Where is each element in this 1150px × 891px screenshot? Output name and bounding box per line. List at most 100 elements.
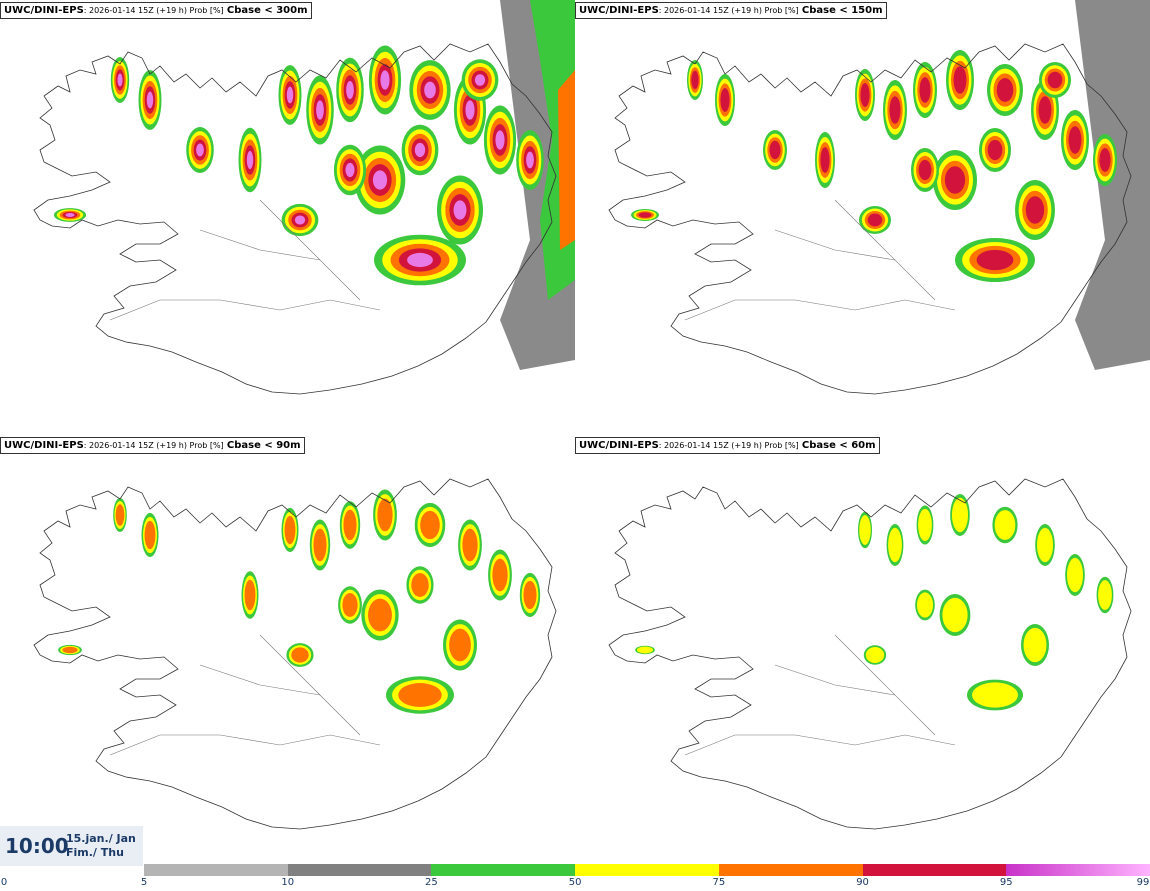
colorbar-tick-label: 75 xyxy=(712,877,726,888)
probability-blob xyxy=(1047,71,1063,89)
panel-title: UWC/DINI-EPS: 2026-01-14 15Z (+19 h) Pro… xyxy=(575,2,887,19)
colorbar-tick-label: 50 xyxy=(568,877,582,888)
probability-blob xyxy=(1068,126,1082,154)
probability-blob xyxy=(346,80,354,100)
probability-blob xyxy=(1099,148,1111,172)
probability-blob xyxy=(987,139,1003,161)
probability-blob xyxy=(636,646,654,654)
coastline xyxy=(33,478,557,830)
probability-blob xyxy=(867,213,883,227)
probability-blob xyxy=(474,74,486,86)
probability-blob xyxy=(115,504,125,526)
valid-weekday: Fim./ Thu xyxy=(66,846,124,859)
probability-blob xyxy=(859,515,871,545)
probability-blob xyxy=(944,166,966,194)
probability-blob xyxy=(1023,627,1047,663)
probability-blob xyxy=(951,497,969,533)
probability-blob xyxy=(976,249,1014,271)
coastline xyxy=(608,478,1132,830)
probability-blob xyxy=(414,142,426,158)
colorbar-segment xyxy=(287,864,432,876)
probability-blob xyxy=(691,70,699,90)
probability-blob xyxy=(769,140,781,160)
colorbar-tick-label: 95 xyxy=(999,877,1013,888)
probability-blob xyxy=(146,91,154,109)
probability-blob xyxy=(65,213,75,217)
shading-orange xyxy=(558,70,575,250)
panel-title: UWC/DINI-EPS: 2026-01-14 15Z (+19 h) Pro… xyxy=(0,2,312,19)
road-lines xyxy=(684,634,956,756)
panel-title: UWC/DINI-EPS: 2026-01-14 15Z (+19 h) Pro… xyxy=(0,437,305,454)
map-panel-60m: UWC/DINI-EPS: 2026-01-14 15Z (+19 h) Pro… xyxy=(575,435,1150,870)
probability-blob xyxy=(284,515,296,545)
valid-time-box: 10:00 15.jan./ Jan Fim./ Thu xyxy=(0,826,143,866)
map-panel-300m: UWC/DINI-EPS: 2026-01-14 15Z (+19 h) Pro… xyxy=(0,0,575,435)
probability-blob xyxy=(62,646,78,654)
probability-blob xyxy=(286,86,294,104)
probability-blob xyxy=(1036,527,1054,563)
probability-blob xyxy=(523,580,537,610)
colorbar-tick-label: 10 xyxy=(281,877,295,888)
probability-blob xyxy=(411,573,429,597)
road-lines xyxy=(109,199,381,321)
probability-blob xyxy=(526,151,534,169)
colorbar-tick-label: 0 xyxy=(0,877,8,888)
iceland-map xyxy=(608,0,1150,395)
colorbar xyxy=(144,864,1150,876)
probability-blob xyxy=(918,508,932,542)
probability-blob xyxy=(244,579,256,611)
probability-blob xyxy=(117,73,123,87)
probability-blob xyxy=(407,252,433,268)
probability-blob xyxy=(720,88,730,112)
map-panel-150m: UWC/DINI-EPS: 2026-01-14 15Z (+19 h) Pro… xyxy=(575,0,1150,435)
probability-blob xyxy=(889,96,901,124)
probability-blob xyxy=(449,628,471,662)
probability-blob xyxy=(492,558,508,592)
colorbar-segment xyxy=(1006,864,1150,876)
colorbar-tick-label: 99 xyxy=(1136,877,1150,888)
iceland-map xyxy=(33,0,575,395)
probability-blob xyxy=(918,159,932,181)
colorbar-segment xyxy=(718,864,863,876)
valid-date: 15.jan./ Jan xyxy=(66,832,136,845)
probability-blob xyxy=(942,597,968,633)
probability-blob xyxy=(820,147,830,173)
probability-blob xyxy=(196,143,204,157)
probability-blob xyxy=(420,510,440,540)
colorbar-segment xyxy=(431,864,576,876)
probability-blob xyxy=(144,520,156,550)
probability-blob xyxy=(294,215,306,225)
colorbar-tick-label: 25 xyxy=(425,877,438,888)
probability-blob xyxy=(377,498,393,532)
probability-blob xyxy=(462,528,478,562)
map-panel-90m: UWC/DINI-EPS: 2026-01-14 15Z (+19 h) Pro… xyxy=(0,435,575,870)
probability-blob xyxy=(1098,580,1112,610)
probability-blob xyxy=(888,527,902,563)
probability-blob xyxy=(638,212,652,218)
probability-blob xyxy=(865,646,885,664)
probability-blob xyxy=(1066,557,1084,593)
probability-blob xyxy=(495,130,505,150)
iceland-map xyxy=(608,478,1132,830)
probability-blob xyxy=(345,162,355,178)
probability-blob xyxy=(424,81,436,99)
probability-blob xyxy=(972,682,1018,708)
probability-blob xyxy=(291,647,309,663)
colorbar-tick-label: 90 xyxy=(856,877,869,888)
colorbar-segment xyxy=(144,864,288,876)
probability-blob xyxy=(1038,96,1052,124)
road-lines xyxy=(109,634,381,756)
colorbar-segment xyxy=(575,864,719,876)
probability-blob xyxy=(372,170,388,190)
iceland-map xyxy=(33,478,557,830)
probability-blob xyxy=(453,200,467,220)
probability-blob xyxy=(994,510,1016,540)
probability-blob xyxy=(316,100,324,120)
probability-blob xyxy=(342,593,358,617)
road-lines xyxy=(684,199,956,321)
colorbar-segment xyxy=(862,864,1007,876)
colorbar-tick-label: 5 xyxy=(140,877,148,888)
probability-blob xyxy=(996,78,1014,102)
coastline xyxy=(33,43,557,395)
coastline xyxy=(608,43,1132,395)
